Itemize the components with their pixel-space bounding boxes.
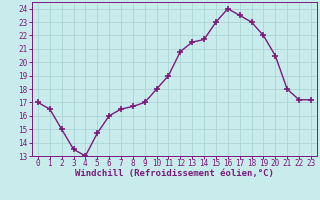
X-axis label: Windchill (Refroidissement éolien,°C): Windchill (Refroidissement éolien,°C) xyxy=(75,169,274,178)
